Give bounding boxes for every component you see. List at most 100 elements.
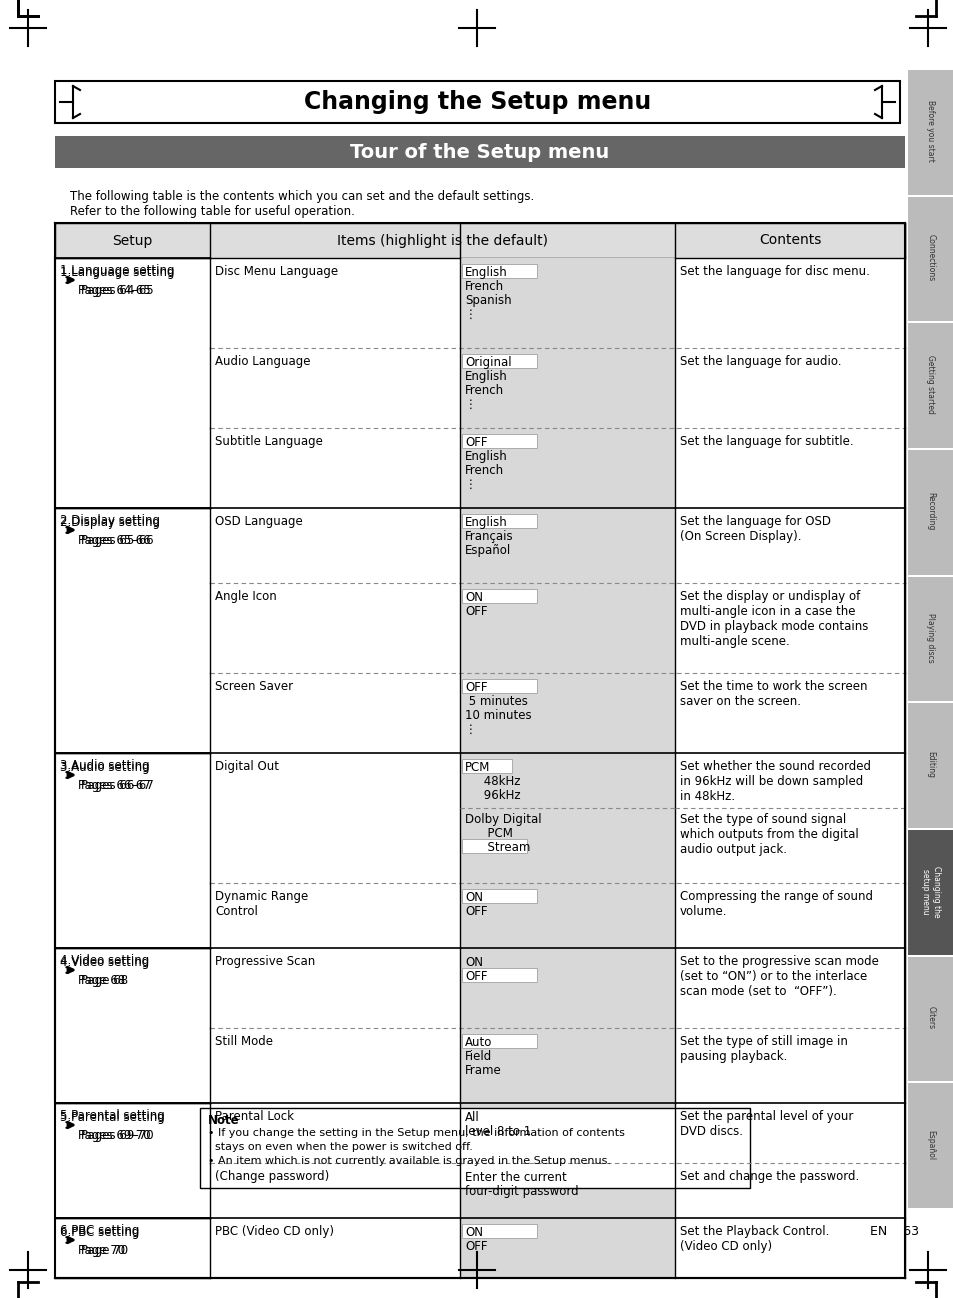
Text: Spanish: Spanish [464, 295, 511, 308]
Text: 2.Display setting: 2.Display setting [60, 517, 160, 530]
Text: Page 70: Page 70 [81, 1243, 128, 1256]
Text: • An item which is not currently available is grayed in the Setup menus.: • An item which is not currently availab… [208, 1157, 610, 1166]
Text: 10 minutes: 10 minutes [464, 709, 531, 722]
Bar [907, 323, 953, 448]
Text: Digital Out: Digital Out [214, 761, 278, 774]
Text: Set the type of sound signal
which outputs from the digital
audio output jack.: Set the type of sound signal which outpu… [679, 813, 858, 855]
Text: OFF: OFF [464, 605, 487, 618]
Bar [907, 450, 953, 575]
Text: The following table is the contents which you can set and the default settings.: The following table is the contents whic… [70, 190, 534, 202]
Text: ⋮: ⋮ [464, 308, 476, 321]
Bar [461, 679, 537, 693]
Text: PCM: PCM [464, 761, 490, 774]
Bar [461, 1224, 537, 1238]
Text: 3.Audio setting: 3.Audio setting [60, 761, 150, 774]
Text: Set the language for disc menu.: Set the language for disc menu. [679, 265, 869, 278]
Bar [459, 948, 675, 1028]
Text: OFF: OFF [464, 970, 487, 983]
Bar [461, 968, 537, 983]
Text: 4.Video setting: 4.Video setting [60, 957, 149, 970]
Text: Frame: Frame [464, 1064, 501, 1077]
Text: Set whether the sound recorded
in 96kHz will be down sampled
in 48kHz.: Set whether the sound recorded in 96kHz … [679, 761, 870, 803]
Bar [461, 839, 526, 853]
Text: Angle Icon: Angle Icon [214, 591, 276, 604]
Bar [461, 354, 537, 369]
Bar [461, 1108, 537, 1123]
Bar [461, 589, 537, 604]
Bar [55, 136, 904, 167]
Text: Recording: Recording [925, 492, 935, 531]
Text: English: English [464, 517, 507, 530]
Text: OFF: OFF [464, 436, 487, 449]
Text: 1.Language setting: 1.Language setting [60, 266, 174, 279]
Text: Dolby Digital: Dolby Digital [464, 813, 541, 826]
Bar [907, 1084, 953, 1208]
Text: Pages 69-70: Pages 69-70 [78, 1129, 151, 1142]
Text: Set to the progressive scan mode
(set to “ON”) or to the interlace
scan mode (se: Set to the progressive scan mode (set to… [679, 955, 878, 998]
Bar [907, 957, 953, 1081]
Text: Playing discs: Playing discs [925, 613, 935, 663]
Text: stays on even when the power is switched off.: stays on even when the power is switched… [208, 1142, 473, 1153]
Bar [459, 583, 675, 672]
Text: 3.Audio setting: 3.Audio setting [60, 759, 150, 772]
Text: Setup: Setup [112, 234, 152, 248]
Text: Stream: Stream [464, 841, 530, 854]
Text: OFF: OFF [464, 1240, 487, 1253]
Text: Español: Español [464, 544, 511, 557]
Text: 4.Video setting: 4.Video setting [60, 954, 149, 967]
Text: Contents: Contents [758, 234, 821, 248]
Text: Still Mode: Still Mode [214, 1035, 273, 1047]
Bar [459, 672, 675, 753]
Text: Pages 65-66: Pages 65-66 [81, 533, 153, 546]
Text: 48kHz: 48kHz [464, 775, 520, 788]
Text: Page 68: Page 68 [81, 974, 128, 986]
Text: Compressing the range of sound
volume.: Compressing the range of sound volume. [679, 890, 872, 918]
Text: 96kHz: 96kHz [464, 789, 520, 802]
Text: Español: Español [925, 1129, 935, 1159]
Text: level 8 to 1: level 8 to 1 [464, 1125, 531, 1138]
Text: ON: ON [464, 1227, 482, 1240]
Text: French: French [464, 463, 503, 476]
Text: Pages 64-65: Pages 64-65 [81, 284, 153, 297]
Bar [200, 1108, 749, 1188]
Text: Audio Language: Audio Language [214, 354, 310, 369]
Text: 2.Display setting: 2.Display setting [60, 514, 160, 527]
Text: EN    63: EN 63 [869, 1225, 918, 1238]
Bar [459, 1163, 675, 1218]
Text: ⋮: ⋮ [464, 478, 476, 491]
Bar [459, 348, 675, 428]
Text: OFF: OFF [464, 905, 487, 918]
Text: Pages 65-66: Pages 65-66 [78, 533, 151, 546]
Text: Note: Note [208, 1114, 239, 1127]
Bar [459, 1103, 675, 1163]
Text: Oiters: Oiters [925, 1006, 935, 1029]
Text: 5.Parental setting: 5.Parental setting [60, 1108, 165, 1121]
Text: Tour of the Setup menu: Tour of the Setup menu [350, 143, 609, 161]
Bar [907, 829, 953, 954]
Bar [55, 223, 904, 258]
Text: • If you change the setting in the Setup menu, the information of contents: • If you change the setting in the Setup… [208, 1128, 624, 1138]
Text: ON: ON [464, 591, 482, 604]
Bar [461, 434, 537, 448]
Text: Connections: Connections [925, 235, 935, 282]
Text: Pages 64-65: Pages 64-65 [78, 284, 151, 297]
Bar [461, 514, 537, 528]
Text: French: French [464, 280, 503, 293]
Bar [55, 80, 899, 123]
Text: 5 minutes: 5 minutes [464, 694, 527, 707]
Text: PCM: PCM [464, 827, 513, 840]
Text: Set the time to work the screen
saver on the screen.: Set the time to work the screen saver on… [679, 680, 866, 707]
Text: 6.PBC setting: 6.PBC setting [60, 1227, 139, 1240]
Text: French: French [464, 384, 503, 397]
Text: Changing the Setup menu: Changing the Setup menu [304, 90, 651, 114]
Text: Changing the
setup menu: Changing the setup menu [921, 866, 940, 918]
Text: Screen Saver: Screen Saver [214, 680, 293, 693]
Bar [459, 753, 675, 883]
Text: Editing: Editing [925, 752, 935, 779]
Text: 6.PBC setting: 6.PBC setting [60, 1224, 139, 1237]
Text: Subtitle Language: Subtitle Language [214, 435, 322, 448]
Text: ON: ON [464, 890, 482, 903]
Text: Pages 66-67: Pages 66-67 [81, 779, 153, 792]
Bar [461, 1035, 537, 1047]
Bar [907, 70, 953, 195]
